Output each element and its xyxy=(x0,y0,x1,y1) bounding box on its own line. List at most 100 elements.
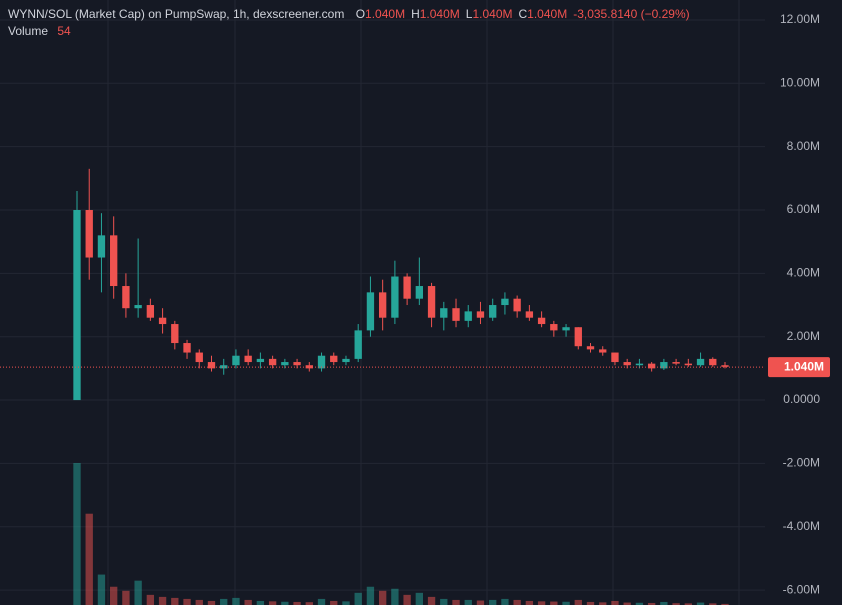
candle-body xyxy=(97,235,106,258)
candle-body xyxy=(513,298,521,312)
candle-body xyxy=(501,298,509,306)
candle-body xyxy=(330,355,338,363)
volume-bar xyxy=(207,600,216,605)
y-tick-label: -2.00M xyxy=(783,456,820,470)
volume-bar xyxy=(696,602,705,605)
ohlc-key: L xyxy=(466,7,473,21)
candle-body xyxy=(256,358,265,363)
candle-body xyxy=(550,324,558,331)
candle-body xyxy=(207,362,216,369)
volume-bar xyxy=(232,597,240,605)
volume-bar xyxy=(293,601,301,605)
volume-bar xyxy=(464,599,472,605)
candle-body xyxy=(220,365,228,369)
y-tick-label: 6.00M xyxy=(787,202,820,216)
ohlc-key: O xyxy=(356,7,365,21)
volume-bar xyxy=(256,600,265,605)
volume-bar xyxy=(660,601,668,605)
volume-bar xyxy=(647,602,656,605)
volume-bar xyxy=(684,603,692,605)
candle-body xyxy=(537,317,546,325)
volume-bar xyxy=(562,601,570,605)
volume-bar xyxy=(110,586,118,605)
candle-body xyxy=(647,363,656,369)
candle-body xyxy=(489,305,497,318)
y-tick-label: -4.00M xyxy=(783,519,820,533)
volume-bar xyxy=(220,598,228,605)
candle-body xyxy=(464,311,472,321)
y-tick-label: 4.00M xyxy=(787,266,820,280)
volume-bar xyxy=(452,599,460,605)
candle-body xyxy=(525,311,534,318)
y-tick-label: 0.0000 xyxy=(783,392,820,406)
candle-body xyxy=(73,210,81,401)
volume-bar xyxy=(73,463,81,605)
chart-title: WYNN/SOL (Market Cap) on PumpSwap, 1h, d… xyxy=(8,7,344,21)
volume-bar xyxy=(281,601,289,605)
candle-body xyxy=(684,363,692,366)
candle-body xyxy=(476,311,485,318)
candle-body xyxy=(85,210,93,258)
candle-body xyxy=(354,330,362,359)
candle-body xyxy=(317,355,326,369)
candle-body xyxy=(427,286,436,318)
candle-body xyxy=(660,362,668,369)
volume-bar xyxy=(158,596,167,605)
y-axis: 12.00M 10.00M 8.00M 6.00M 4.00M 2.00M 0.0000 -2… xyxy=(768,12,830,596)
volume-bar xyxy=(403,594,411,605)
y-tick-label: 8.00M xyxy=(787,139,820,153)
price-label: 1.040M xyxy=(784,359,824,373)
ohlc-value: 1.040M xyxy=(527,7,567,21)
candle-body xyxy=(342,358,350,363)
volume-bar xyxy=(195,599,203,605)
volume-bar xyxy=(574,599,582,605)
candle-body xyxy=(599,349,607,353)
volume-bar xyxy=(525,600,534,605)
candle-body xyxy=(122,286,130,309)
candle-body xyxy=(611,352,619,363)
candle-body xyxy=(696,358,705,366)
y-tick-label: 2.00M xyxy=(787,329,820,343)
candle-body xyxy=(146,305,155,318)
volume-bar xyxy=(305,602,313,605)
candle-body xyxy=(171,324,179,344)
candle-body xyxy=(721,365,729,367)
grid xyxy=(0,0,765,605)
volume-bar xyxy=(489,599,497,605)
candle-body xyxy=(635,363,644,366)
volume-bar xyxy=(623,602,631,605)
volume-bar xyxy=(317,598,326,605)
volume-bar xyxy=(85,513,93,605)
volume-bar xyxy=(501,598,509,605)
volume-bar xyxy=(415,592,424,605)
candle-body xyxy=(415,286,424,299)
ohlc-key: C xyxy=(519,7,528,21)
volume-bar xyxy=(672,603,680,605)
volume-bar xyxy=(134,580,142,605)
candle-body xyxy=(574,327,582,347)
candle-body xyxy=(391,276,399,318)
volume-bar xyxy=(550,601,558,605)
volume-bar xyxy=(635,602,644,605)
volume-bar xyxy=(146,594,155,605)
volume-legend: Volume 54 xyxy=(8,24,71,38)
candle-body xyxy=(586,346,595,350)
candle-body xyxy=(293,362,301,366)
ohlc-value: 1.040M xyxy=(420,7,460,21)
candle-body xyxy=(378,292,387,318)
price-label-box xyxy=(768,357,830,378)
volume-bar xyxy=(268,601,277,605)
ohlc-key: H xyxy=(411,7,420,21)
volume-bar xyxy=(391,588,399,605)
volume-bar xyxy=(366,586,375,605)
volume-bar xyxy=(342,601,350,605)
candle-body xyxy=(281,362,289,366)
candle-body xyxy=(183,343,191,353)
volume-bar xyxy=(122,590,130,605)
candle-body xyxy=(366,292,375,331)
volume-bar xyxy=(721,603,729,605)
candle-body xyxy=(440,308,448,318)
ohlc-value: 1.040M xyxy=(365,7,405,21)
volume-bar xyxy=(171,597,179,605)
